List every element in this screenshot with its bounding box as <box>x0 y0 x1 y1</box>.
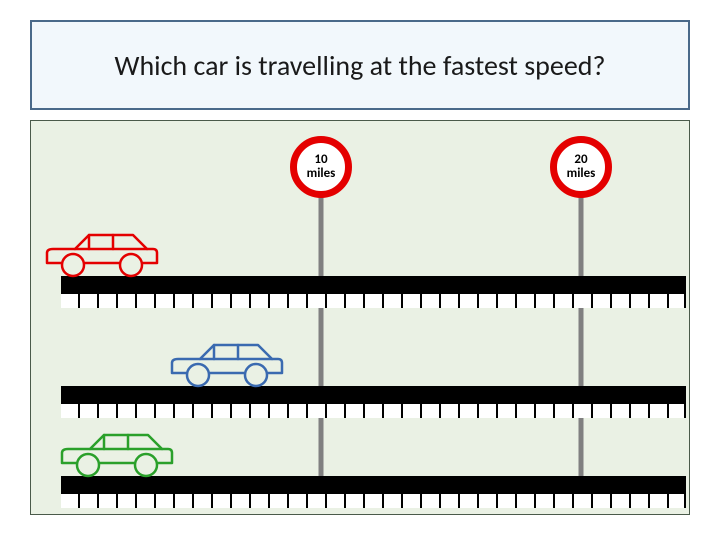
sign-10-miles: 10 miles <box>290 136 352 198</box>
road-stripes <box>61 294 686 308</box>
question-text: Which car is travelling at the fastest s… <box>115 48 606 83</box>
car-green <box>56 429 176 479</box>
road-stripes <box>61 404 686 418</box>
sign-value: 10 <box>314 152 327 167</box>
road-surface <box>61 386 686 404</box>
question-box: Which car is travelling at the fastest s… <box>30 20 690 110</box>
lane <box>61 276 686 308</box>
car-blue <box>166 339 286 389</box>
scene: 10 miles 20 miles <box>30 120 690 515</box>
sign-head: 10 miles <box>290 136 352 198</box>
sign-unit: miles <box>567 166 596 181</box>
lane <box>61 476 686 508</box>
road-stripes <box>61 494 686 508</box>
sign-20-miles: 20 miles <box>550 136 612 198</box>
car-red <box>41 229 161 279</box>
sign-head: 20 miles <box>550 136 612 198</box>
sign-value: 20 <box>574 152 587 167</box>
sign-pole <box>579 196 584 506</box>
lane <box>61 386 686 418</box>
sign-unit: miles <box>307 166 336 181</box>
sign-pole <box>319 196 324 506</box>
